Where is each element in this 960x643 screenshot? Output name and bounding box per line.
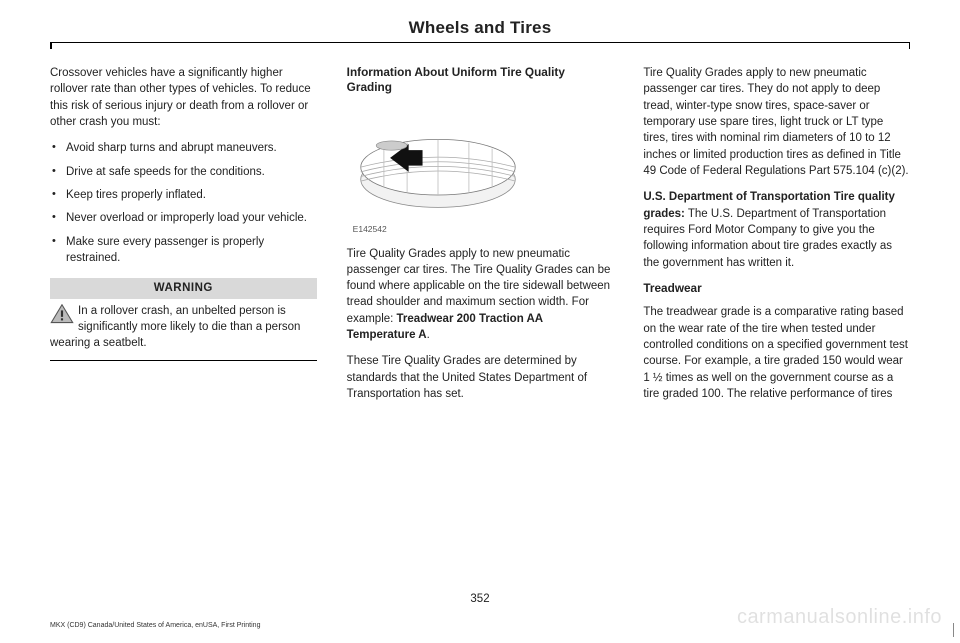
tire-figure — [353, 110, 523, 210]
column-3: Tire Quality Grades apply to new pneumat… — [643, 65, 910, 412]
watermark: carmanualsonline.info — [737, 606, 942, 629]
paragraph: Tire Quality Grades apply to new pneumat… — [347, 246, 614, 344]
safety-bullets: Avoid sharp turns and abrupt maneuvers. … — [50, 140, 317, 266]
paragraph: U.S. Department of Transportation Tire q… — [643, 189, 910, 271]
intro-paragraph: Crossover vehicles have a significantly … — [50, 65, 317, 130]
column-1: Crossover vehicles have a significantly … — [50, 65, 317, 412]
sub-heading: Treadwear — [643, 281, 910, 296]
figure-reference: E142542 — [353, 223, 614, 235]
warning-body: In a rollover crash, an unbelted person … — [50, 303, 317, 352]
list-item: Never overload or improperly load your v… — [50, 210, 317, 226]
text-run: . — [427, 329, 430, 341]
paragraph: Tire Quality Grades apply to new pneumat… — [643, 65, 910, 179]
warning-block: WARNING In a rollover crash, an unbelted… — [50, 278, 317, 360]
warning-text: In a rollover crash, an unbelted person … — [50, 305, 300, 350]
list-item: Avoid sharp turns and abrupt maneuvers. — [50, 140, 317, 156]
page-header: Wheels and Tires — [50, 18, 910, 43]
paragraph: The treadwear grade is a comparative rat… — [643, 304, 910, 402]
column-2: Information About Uniform Tire Quality G… — [347, 65, 614, 412]
list-item: Make sure every passenger is properly re… — [50, 234, 317, 267]
paragraph: These Tire Quality Grades are determined… — [347, 353, 614, 402]
warning-triangle-icon — [50, 304, 74, 324]
list-item: Keep tires properly inflated. — [50, 187, 317, 203]
header-rule — [50, 42, 910, 43]
section-heading: Information About Uniform Tire Quality G… — [347, 65, 614, 96]
page: Wheels and Tires Crossover vehicles have… — [0, 0, 960, 643]
chapter-title: Wheels and Tires — [50, 18, 910, 42]
warning-label: WARNING — [50, 278, 317, 298]
crop-mark-icon — [953, 623, 954, 637]
footer-text: MKX (CD9) Canada/United States of Americ… — [50, 622, 260, 629]
list-item: Drive at safe speeds for the conditions. — [50, 164, 317, 180]
page-number: 352 — [0, 593, 960, 605]
content-columns: Crossover vehicles have a significantly … — [50, 65, 910, 412]
